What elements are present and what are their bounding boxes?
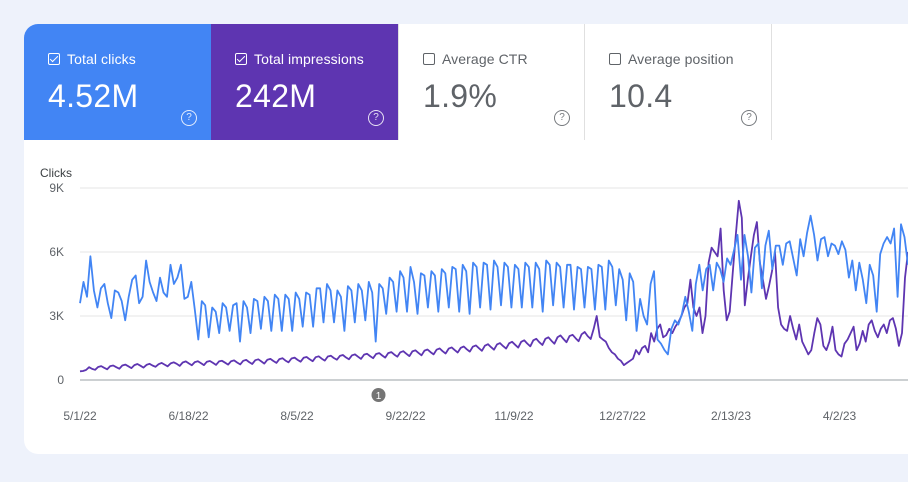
metric-header: Average position [609, 51, 771, 67]
checkbox-checked-icon[interactable] [235, 53, 247, 65]
metric-label: Average position [628, 51, 734, 67]
metric-label: Total impressions [254, 51, 364, 67]
help-icon[interactable]: ? [554, 110, 570, 126]
help-icon[interactable]: ? [741, 110, 757, 126]
x-tick-label: 4/2/23 [823, 409, 857, 423]
metric-label: Total clicks [67, 51, 136, 67]
metric-header: Total clicks [48, 51, 211, 67]
checkbox-unchecked-icon[interactable] [423, 53, 435, 65]
metric-tabs: Total clicks 4.52M ? Total impressions 2… [24, 24, 784, 140]
metric-header: Total impressions [235, 51, 398, 67]
series-line-total-clicks [79, 214, 908, 356]
metric-average-ctr[interactable]: Average CTR 1.9% ? [398, 24, 585, 140]
line-chart: 0 3K 6K 9K 5/1/22 6/18/22 8/5/22 9/22/22 11/9/22… [49, 181, 908, 423]
x-tick-label: 11/9/22 [494, 409, 533, 423]
checkbox-checked-icon[interactable] [48, 53, 60, 65]
y-tick-label: 3K [49, 309, 64, 323]
x-tick-label: 8/5/22 [280, 409, 314, 423]
checkbox-unchecked-icon[interactable] [609, 53, 621, 65]
series-line-total-impressions [79, 199, 908, 373]
x-tick-label: 5/1/22 [63, 409, 97, 423]
annotation-label[interactable]: 1 [376, 391, 382, 402]
metric-total-impressions[interactable]: Total impressions 242M ? [211, 24, 398, 140]
x-tick-label: 2/13/23 [711, 409, 751, 423]
metric-value: 4.52M [48, 78, 139, 114]
metric-average-position[interactable]: Average position 10.4 ? [585, 24, 772, 140]
metric-label: Average CTR [442, 51, 528, 67]
metric-value: 1.9% [423, 78, 498, 114]
performance-card: Total clicks 4.52M ? Total impressions 2… [24, 24, 908, 454]
help-icon[interactable]: ? [368, 110, 384, 126]
y-tick-label: 0 [57, 373, 64, 387]
annotation-marker[interactable] [371, 388, 386, 402]
y-tick-label: 6K [49, 245, 64, 259]
x-tick-label: 6/18/22 [168, 409, 208, 423]
metric-value: 242M [235, 78, 317, 114]
metric-header: Average CTR [423, 51, 584, 67]
x-tick-label: 12/27/22 [599, 409, 646, 423]
y-tick-label: 9K [49, 181, 64, 195]
metric-total-clicks[interactable]: Total clicks 4.52M ? [24, 24, 211, 140]
help-icon[interactable]: ? [181, 110, 197, 126]
y-axis-title: Clicks [40, 166, 72, 180]
metric-value: 10.4 [609, 78, 673, 114]
x-tick-label: 9/22/22 [385, 409, 425, 423]
performance-chart: Clicks 0 3K 6K 9K 5/1/22 6/18/22 8/5/22 9/22/22… [24, 154, 908, 454]
